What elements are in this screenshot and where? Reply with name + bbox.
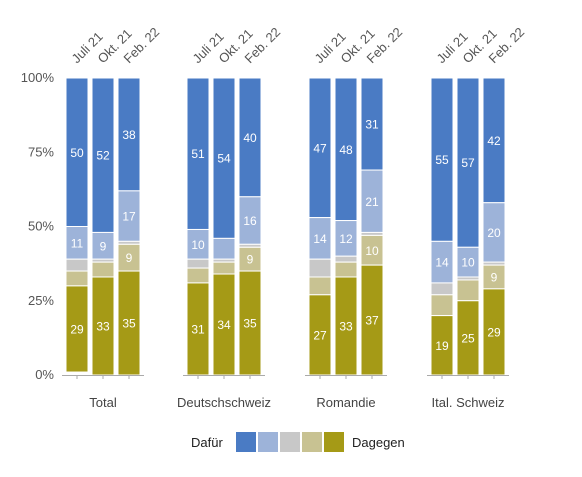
data-label: 33 <box>96 319 110 333</box>
bar-segment <box>334 255 358 263</box>
data-label: 35 <box>122 317 136 331</box>
bar-segment <box>308 258 332 278</box>
group-label: Ital. Schweiz <box>432 395 505 410</box>
data-label: 42 <box>487 134 501 148</box>
data-label: 50 <box>70 146 84 160</box>
group-label: Deutschschweiz <box>177 395 271 410</box>
bar-segment <box>91 261 115 278</box>
data-label: 19 <box>435 339 449 353</box>
data-label: 34 <box>217 318 231 332</box>
legend-swatch <box>236 432 256 452</box>
data-label: 48 <box>339 143 353 157</box>
bar-segment <box>308 276 332 296</box>
data-label: 9 <box>247 253 254 267</box>
data-label: 14 <box>313 232 327 246</box>
bar-segment <box>430 282 454 296</box>
data-label: 29 <box>70 322 84 336</box>
data-label: 21 <box>365 195 379 209</box>
data-label: 33 <box>339 319 353 333</box>
y-tick-label: 75% <box>28 144 54 159</box>
group-label: Romandie <box>316 395 375 410</box>
data-label: 54 <box>217 152 231 166</box>
data-label: 31 <box>365 118 379 132</box>
data-label: 29 <box>487 325 501 339</box>
legend-swatch <box>324 432 344 452</box>
data-label: 9 <box>491 270 498 284</box>
data-label: 9 <box>100 239 107 253</box>
data-label: 14 <box>435 256 449 270</box>
data-label: 40 <box>243 131 257 145</box>
bar-segment <box>65 258 89 272</box>
bar-segment <box>430 294 454 317</box>
y-tick-label: 25% <box>28 293 54 308</box>
data-label: 11 <box>71 236 84 250</box>
bar-segment <box>456 279 480 302</box>
data-label: 10 <box>191 238 205 252</box>
data-label: 9 <box>126 251 133 265</box>
data-label: 10 <box>365 244 379 258</box>
data-label: 55 <box>435 153 449 167</box>
bar-segment <box>186 267 210 284</box>
bar-segment <box>186 258 210 269</box>
y-tick-label: 50% <box>28 219 54 234</box>
data-label: 52 <box>96 149 110 163</box>
legend-right-label: Dagegen <box>352 435 405 450</box>
bar-segment <box>65 270 89 287</box>
data-label: 16 <box>243 214 257 228</box>
legend-left-label: Dafür <box>191 435 223 450</box>
legend-swatch <box>280 432 300 452</box>
legend-swatch <box>302 432 322 452</box>
data-label: 51 <box>191 147 205 161</box>
data-label: 25 <box>461 331 475 345</box>
y-tick-label: 100% <box>21 70 55 85</box>
data-label: 31 <box>191 322 205 336</box>
data-label: 57 <box>461 156 475 170</box>
bar-segment <box>334 261 358 278</box>
group-label: Total <box>89 395 117 410</box>
legend-swatch <box>258 432 278 452</box>
data-label: 27 <box>313 328 327 342</box>
data-label: 37 <box>365 314 379 328</box>
data-label: 17 <box>122 210 136 224</box>
bar-segment <box>212 261 236 275</box>
data-label: 38 <box>122 128 136 142</box>
data-label: 10 <box>461 256 475 270</box>
data-label: 20 <box>487 226 501 240</box>
bar-segment <box>65 285 89 373</box>
y-tick-label: 0% <box>35 367 54 382</box>
data-label: 12 <box>339 232 353 246</box>
data-label: 35 <box>243 317 257 331</box>
data-label: 47 <box>313 141 327 155</box>
bar-segment <box>212 237 236 260</box>
